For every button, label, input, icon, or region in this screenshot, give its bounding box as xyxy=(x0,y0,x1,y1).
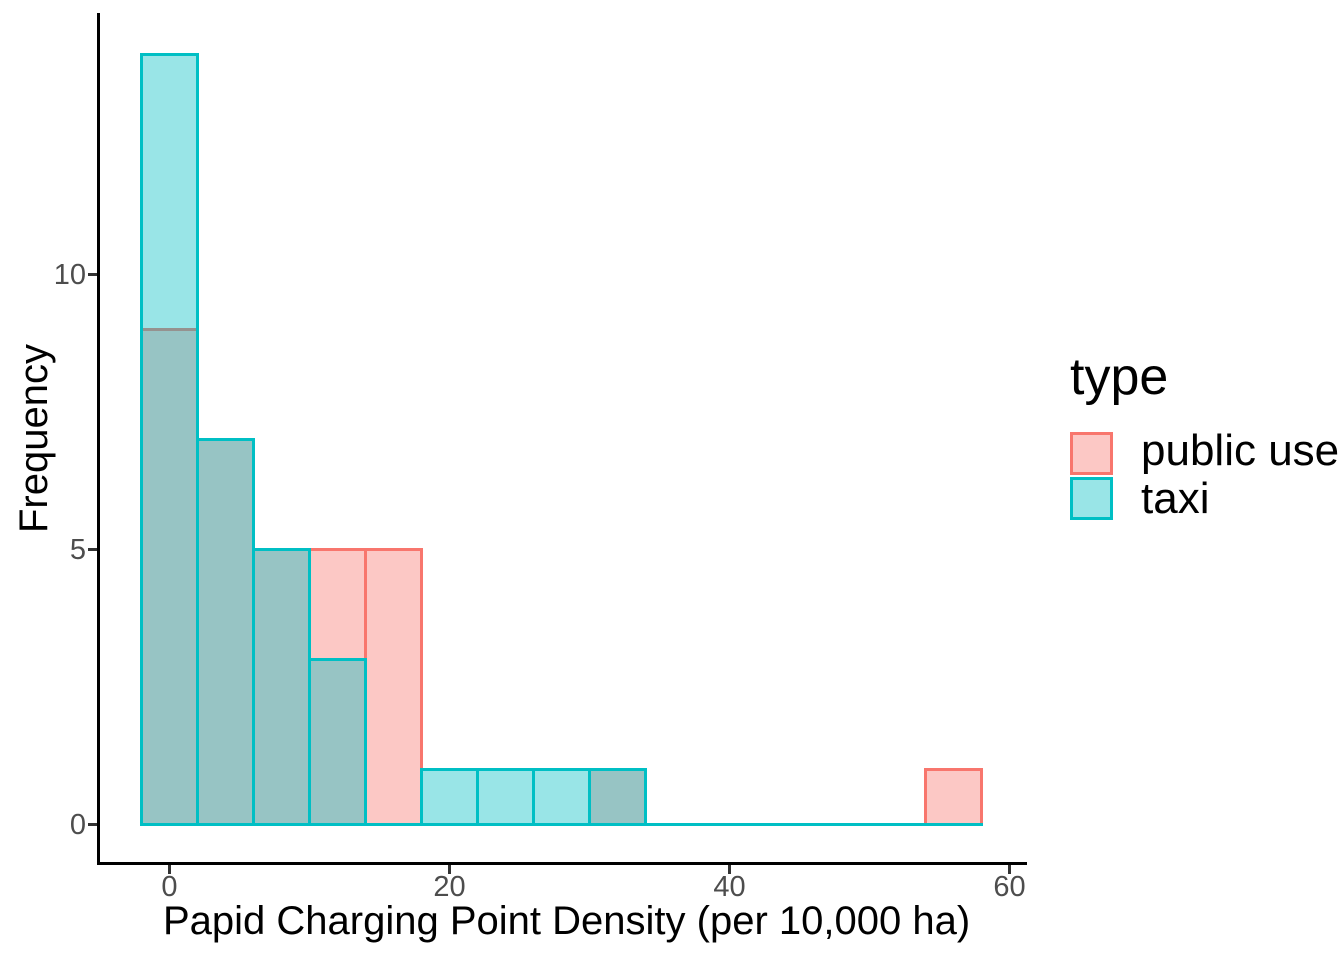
x-tick-label: 40 xyxy=(713,871,746,903)
zero-count-baseline-taxi xyxy=(644,823,703,826)
zero-count-baseline-taxi xyxy=(812,823,871,826)
hist-bar-taxi xyxy=(476,768,535,826)
hist-bar-taxi xyxy=(196,438,255,826)
x-tick-mark xyxy=(448,864,451,874)
legend-title: type xyxy=(1070,348,1169,406)
zero-count-baseline-taxi xyxy=(364,823,423,826)
y-tick-label: 5 xyxy=(69,533,86,566)
zero-count-baseline-taxi xyxy=(924,823,983,826)
x-axis-line xyxy=(96,861,1027,865)
y-tick-mark xyxy=(87,548,97,551)
x-axis-title: Papid Charging Point Density (per 10,000… xyxy=(163,899,971,943)
hist-bar-taxi xyxy=(532,768,591,826)
x-tick-label: 20 xyxy=(433,871,466,903)
hist-bar-taxi xyxy=(252,548,311,826)
hist-bar-taxi xyxy=(308,658,367,826)
x-tick-mark xyxy=(168,864,171,874)
y-tick-mark xyxy=(87,823,97,826)
y-axis-title: Frequency xyxy=(12,344,56,533)
x-tick-mark xyxy=(1008,864,1011,874)
y-axis-line xyxy=(96,13,100,865)
hist-bar-taxi xyxy=(140,53,199,826)
y-tick-label: 0 xyxy=(69,808,86,841)
legend-swatch-taxi xyxy=(1070,477,1113,520)
zero-count-baseline-taxi xyxy=(700,823,759,826)
legend-label-public-use: public use xyxy=(1141,426,1340,475)
hist-bar-public-use xyxy=(364,548,423,826)
hist-bar-taxi xyxy=(420,768,479,826)
legend-swatch-public-use xyxy=(1070,432,1113,475)
x-tick-label: 0 xyxy=(161,871,178,903)
zero-count-baseline-taxi xyxy=(868,823,927,826)
y-tick-label: 10 xyxy=(53,258,86,291)
x-tick-mark xyxy=(728,864,731,874)
zero-count-baseline-taxi xyxy=(756,823,815,826)
y-tick-mark xyxy=(87,273,97,276)
x-tick-label: 60 xyxy=(993,871,1026,903)
hist-bar-public-use xyxy=(924,768,983,826)
hist-bar-taxi xyxy=(588,768,647,826)
legend-label-taxi: taxi xyxy=(1141,474,1210,523)
